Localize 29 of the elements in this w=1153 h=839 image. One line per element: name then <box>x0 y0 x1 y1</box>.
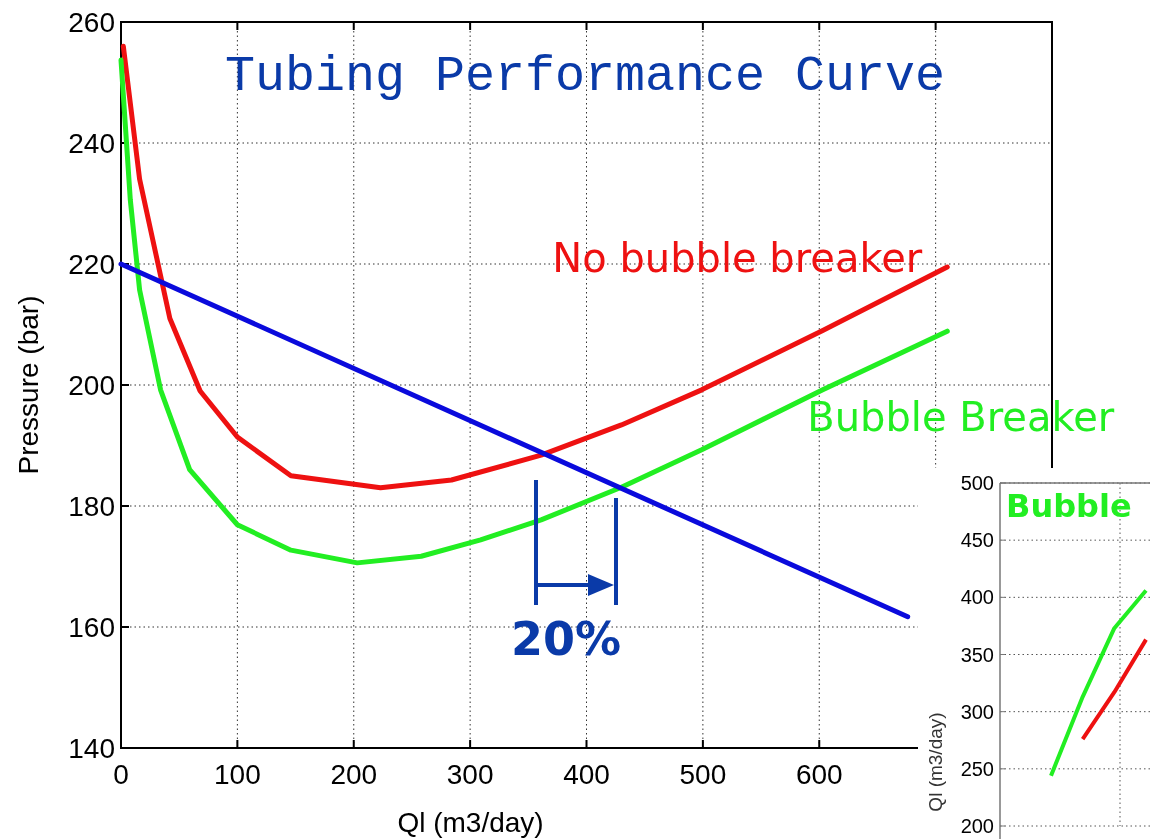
annotation: 20% <box>510 612 622 666</box>
x-tick-label: 400 <box>563 759 610 790</box>
line-series <box>1049 588 1148 778</box>
y-tick-label: 240 <box>68 128 115 159</box>
y-tick-label: 350 <box>960 643 994 666</box>
y-axis-title: Ql (m3/day) <box>925 712 946 812</box>
y-tick-label: 180 <box>68 491 115 522</box>
x-axis-title: Ql (m3/day) <box>397 807 544 838</box>
y-tick-label: 220 <box>68 249 115 280</box>
y-tick-label: 500 <box>960 472 994 494</box>
y-tick-label: 450 <box>960 529 994 552</box>
y-axis-title: Pressure (bar) <box>13 295 44 475</box>
y-tick-label: 260 <box>68 7 115 38</box>
annotation: Bubble <box>1006 487 1132 525</box>
y-tick-label: 140 <box>68 733 115 764</box>
x-tick-label: 600 <box>795 759 843 790</box>
y-tick-label: 300 <box>960 700 994 723</box>
y-tick-label: 200 <box>960 815 994 837</box>
y-tick-label: 400 <box>960 586 994 609</box>
text: Tubing Performance Curve <box>224 48 946 105</box>
y-tick-label: 160 <box>68 612 115 643</box>
y-tick-label: 250 <box>960 757 994 780</box>
y-tick-label: 200 <box>68 370 115 401</box>
x-tick-label: 200 <box>330 759 378 790</box>
x-tick-label: 100 <box>214 759 261 790</box>
x-tick-label: 500 <box>679 759 727 790</box>
x-tick-label: 0 <box>113 759 129 790</box>
x-tick-label: 300 <box>446 759 494 790</box>
series-label: No bubble breaker <box>552 235 923 282</box>
